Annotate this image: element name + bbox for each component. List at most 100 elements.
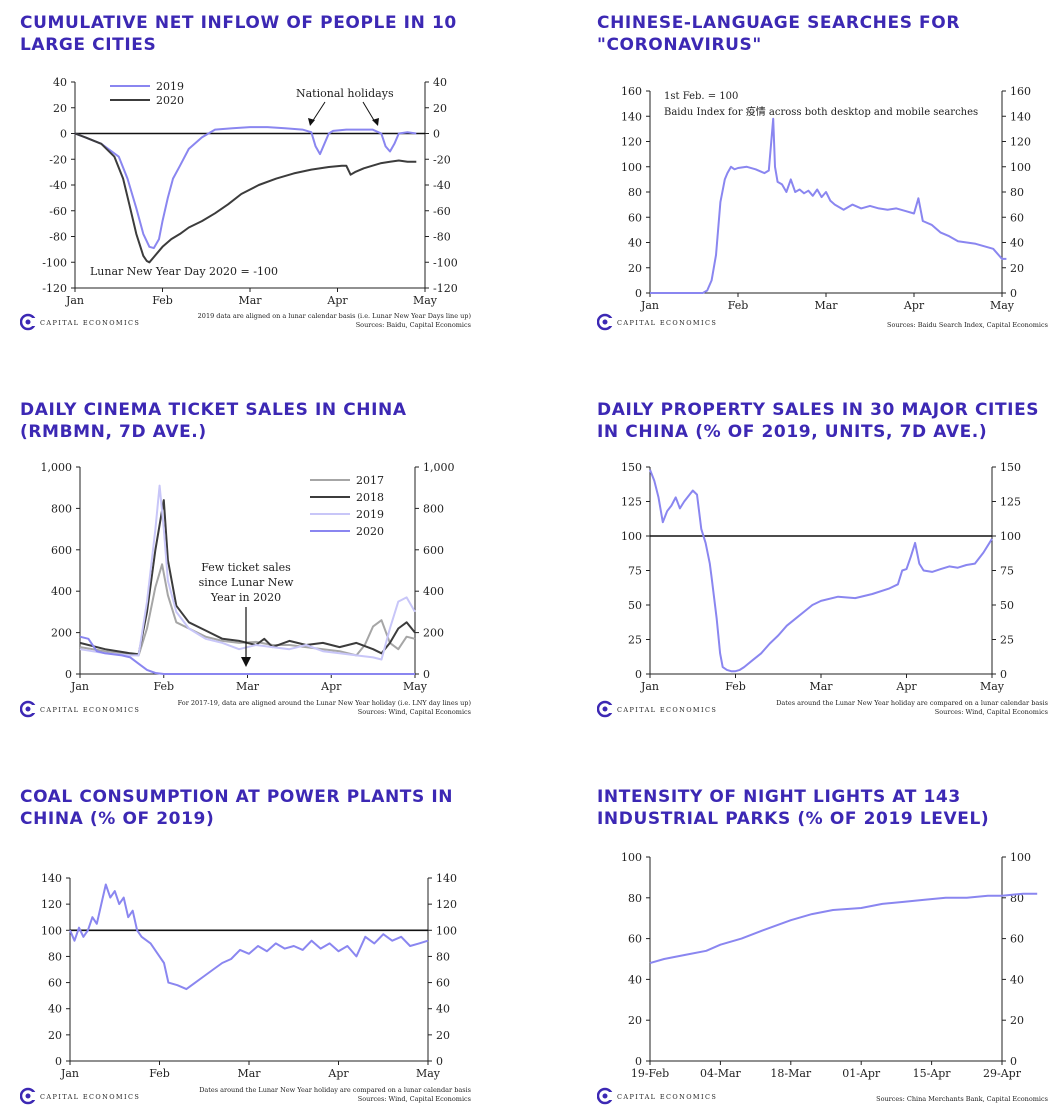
legend-label: 2019 — [156, 80, 184, 93]
footnote: Dates around the Lunar New Year holiday … — [776, 699, 1048, 707]
y-tick-label-right: -60 — [433, 205, 451, 218]
annotation-arrow — [362, 101, 376, 123]
y-tick-label-left: 40 — [628, 973, 642, 986]
capital-economics-logo: CAPITAL ECONOMICS — [20, 1087, 139, 1105]
x-tick-label: Feb — [728, 299, 749, 312]
y-tick-label-left: 0 — [65, 668, 72, 681]
series-line-2017 — [79, 563, 416, 657]
source-note: Sources: Baidu, Capital Economics — [356, 321, 471, 329]
legend-label: 2020 — [156, 94, 184, 107]
y-tick-label-left: 140 — [621, 110, 642, 123]
y-tick-label-left: 120 — [621, 136, 642, 149]
logo-mark-dot — [25, 319, 31, 325]
x-tick-label: May — [980, 680, 1005, 693]
panel-title: CHINESE-LANGUAGE SEARCHES FOR "CORONAVIR… — [597, 13, 961, 55]
y-tick-label-left: 20 — [48, 1029, 62, 1042]
logo-mark-gap — [606, 318, 614, 326]
annotation-few-sales: Year in 2020 — [210, 591, 281, 604]
logo-text: CAPITAL ECONOMICS — [617, 706, 717, 714]
y-tick-label-left: -120 — [42, 282, 67, 295]
y-tick-label-right: 50 — [1000, 599, 1014, 612]
x-tick-label: May — [413, 294, 438, 307]
series-line-coal-consumption — [69, 883, 429, 991]
logo-mark-dot — [602, 319, 608, 325]
capital-economics-logo: CAPITAL ECONOMICS — [597, 700, 717, 718]
y-tick-label-left: 100 — [621, 851, 642, 864]
panel-title: CUMULATIVE NET INFLOW OF PEOPLE IN 10 LA… — [20, 13, 457, 55]
y-tick-label-right: 100 — [1000, 530, 1021, 543]
y-tick-label-right: -120 — [433, 282, 458, 295]
y-tick-label-right: 0 — [433, 128, 440, 141]
legend-label: 2017 — [356, 474, 384, 487]
y-tick-label-left: 80 — [48, 950, 62, 963]
panel-coal-consumption: COAL CONSUMPTION AT POWER PLANTS IN CHIN… — [20, 786, 480, 1116]
x-tick-label: Jan — [640, 299, 659, 312]
y-tick-label-left: 140 — [41, 872, 62, 885]
source-note: Sources: Wind, Capital Economics — [935, 708, 1048, 716]
series-line-night-lights — [649, 892, 1038, 965]
panel-cinema-ticket-sales: DAILY CINEMA TICKET SALES IN CHINA (RMBM… — [20, 399, 480, 729]
legend-label: 2019 — [356, 508, 384, 521]
y-tick-label-right: 20 — [436, 1029, 450, 1042]
x-tick-label: Mar — [237, 1067, 261, 1080]
y-tick-label-left: 0 — [55, 1055, 62, 1068]
y-tick-label-right: -80 — [433, 231, 451, 244]
y-tick-label-left: 40 — [53, 76, 67, 89]
panel-property-sales: DAILY PROPERTY SALES IN 30 MAJOR CITIES … — [597, 399, 1057, 729]
x-tick-label: 04-Mar — [700, 1067, 742, 1080]
x-tick-label: 19-Feb — [631, 1067, 669, 1080]
x-tick-label: Apr — [903, 299, 925, 312]
x-tick-label: Mar — [814, 299, 838, 312]
y-tick-label-left: 100 — [41, 924, 62, 937]
x-tick-label: Jan — [70, 680, 89, 693]
series-line-baidu-index — [650, 117, 1007, 294]
x-tick-label: Mar — [809, 680, 833, 693]
y-tick-label-left: -40 — [49, 179, 67, 192]
y-tick-label-right: 75 — [1000, 565, 1014, 578]
y-tick-label-left: 125 — [621, 496, 642, 509]
y-tick-label-right: 100 — [1010, 161, 1031, 174]
x-tick-label: Mar — [238, 294, 262, 307]
series-line-2019 — [74, 126, 417, 250]
capital-economics-logo: CAPITAL ECONOMICS — [597, 1087, 716, 1105]
source-note: Sources: Baidu Search Index, Capital Eco… — [887, 321, 1048, 329]
x-tick-label: 29-Apr — [983, 1067, 1022, 1080]
y-tick-label-right: 0 — [423, 668, 430, 681]
y-tick-label-right: 40 — [436, 1003, 450, 1016]
annotation-few-sales: since Lunar New — [199, 576, 294, 589]
x-tick-label: May — [416, 1067, 441, 1080]
x-tick-label: 15-Apr — [913, 1067, 952, 1080]
y-tick-label-left: 80 — [628, 892, 642, 905]
y-tick-label-left: 50 — [628, 599, 642, 612]
y-tick-label-right: 125 — [1000, 496, 1021, 509]
logo-mark-dot — [602, 706, 608, 712]
footnote: 2019 data are aligned on a lunar calenda… — [198, 312, 472, 320]
legend-label: 2018 — [356, 491, 384, 504]
x-tick-label: Jan — [60, 1067, 79, 1080]
y-tick-label-right: 80 — [436, 950, 450, 963]
logo-mark-dot — [25, 706, 31, 712]
y-tick-label-left: 1,000 — [41, 461, 73, 474]
annotation-base: 1st Feb. = 100 — [664, 91, 738, 102]
y-tick-label-right: 20 — [1010, 262, 1024, 275]
y-tick-label-right: 1,000 — [423, 461, 455, 474]
y-tick-label-right: 120 — [1010, 136, 1031, 149]
source-note: Sources: Wind, Capital Economics — [358, 708, 471, 716]
y-tick-label-right: 600 — [423, 544, 444, 557]
annotation-lunar-new-year: Lunar New Year Day 2020 = -100 — [90, 265, 278, 278]
footnote: Dates around the Lunar New Year holiday … — [199, 1086, 471, 1094]
y-tick-label-left: 80 — [628, 186, 642, 199]
y-tick-label-left: 0 — [60, 128, 67, 141]
annotation-arrow — [311, 101, 326, 123]
y-tick-label-right: 200 — [423, 627, 444, 640]
y-tick-label-left: 100 — [621, 530, 642, 543]
x-tick-label: 18-Mar — [770, 1067, 812, 1080]
logo-text: CAPITAL ECONOMICS — [40, 319, 140, 327]
y-tick-label-left: -100 — [42, 256, 67, 269]
y-tick-label-right: 140 — [436, 872, 457, 885]
x-tick-label: Apr — [895, 680, 917, 693]
y-tick-label-right: 100 — [1010, 851, 1031, 864]
